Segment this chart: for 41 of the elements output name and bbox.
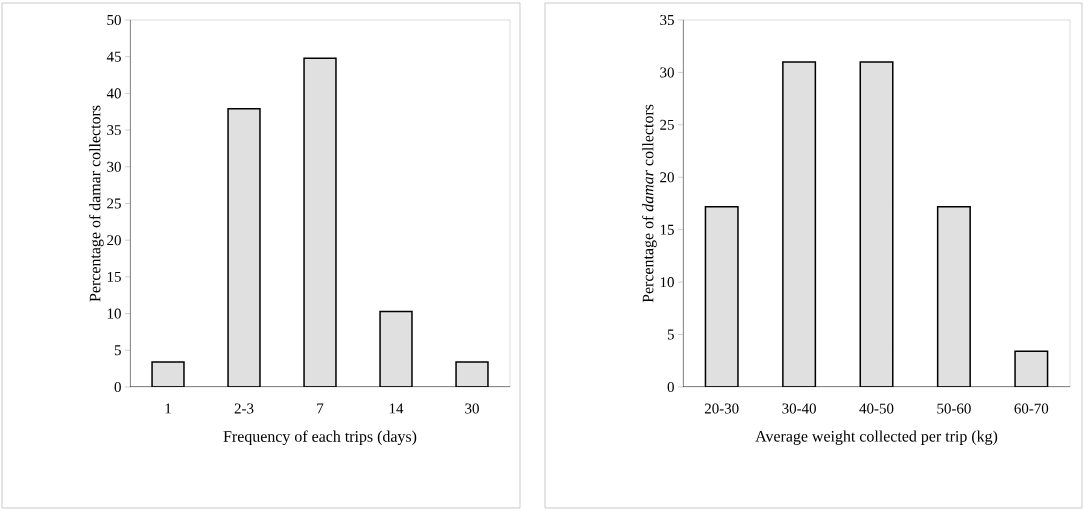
y-tick-label: 5 [667,329,674,340]
x-tick-label: 50-60 [937,403,971,414]
bar [1014,350,1049,387]
y-axis-title: Percentage of damar collectors [642,104,657,303]
y-tick-label: 30 [660,67,674,78]
bar [859,61,894,387]
x-tick-label: 30-40 [782,403,816,414]
y-tick-label: 35 [660,14,674,25]
y-tick-label: 40 [106,88,121,99]
x-tick-label: 2-3 [234,403,254,414]
x-tick-label: 7 [317,403,324,414]
y-tick-label: 5 [114,345,121,356]
x-tick-label: 1 [165,403,171,414]
bar [379,310,413,387]
y-tick-label: 35 [107,125,121,136]
bar [704,205,739,387]
y-tick-label: 25 [107,198,121,209]
bar [782,61,817,387]
x-axis-title: Average weight collected per trip (kg) [755,430,998,445]
y-tick-label: 30 [107,161,121,172]
x-tick-label: 40-50 [859,403,894,414]
x-axis-title: Frequency of each trips (days) [223,430,417,446]
y-tick-label: 15 [660,224,674,235]
x-tick-label: 30 [465,403,479,414]
x-tick-label: 60-70 [1014,403,1049,414]
y-tick-label: 20 [660,172,674,183]
x-tick-label: 20-30 [704,403,739,414]
y-tick-label: 45 [106,51,121,62]
y-tick-label: 20 [107,235,121,246]
y-axis-title: Percentage of damar collectors [89,105,104,302]
bar [303,57,337,387]
bar [936,205,971,387]
y-tick-label: 50 [107,14,121,26]
y-tick-label: 0 [114,381,121,393]
bar [227,108,261,387]
y-tick-label: 25 [660,119,674,130]
y-tick-label: 10 [660,277,674,288]
y-tick-label: 0 [667,381,674,393]
x-tick-label: 14 [389,403,404,414]
y-tick-label: 10 [107,308,121,319]
y-tick-label: 15 [107,271,121,282]
